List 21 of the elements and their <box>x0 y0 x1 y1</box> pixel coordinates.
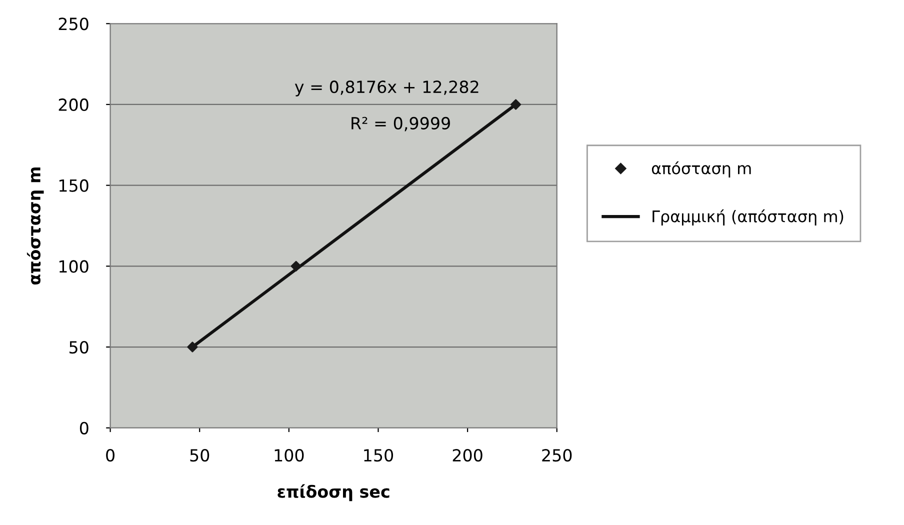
annotation: R² = 0,9999 <box>352 116 450 132</box>
x-tick-label: 250 <box>542 449 572 462</box>
annotation: y = 0,8176x + 12,282 <box>294 80 478 96</box>
x-tick-label: 100 <box>274 449 304 462</box>
point <box>187 342 198 352</box>
x-tick-label: 150 <box>364 449 394 462</box>
legend-label: Γραμμική (απόσταση m) <box>652 209 844 226</box>
y-axis-title: απόσταση m <box>26 167 44 285</box>
x-tick-label: 200 <box>452 449 482 462</box>
point <box>510 99 522 110</box>
point <box>290 260 302 272</box>
x-tick-label: 50 <box>190 449 210 462</box>
legend-label: απόσταση m <box>652 161 751 178</box>
y-tick-label: 150 <box>59 179 88 192</box>
x-axis-title: επίδοση sec <box>278 484 390 502</box>
y-tick-label: 100 <box>59 260 88 273</box>
x-tick-label: 0 <box>106 449 114 462</box>
y-tick-label: 50 <box>70 340 88 354</box>
y-tick-label: 200 <box>58 98 88 112</box>
y-tick-label: 0 <box>80 422 88 434</box>
y-tick-label: 250 <box>58 18 88 30</box>
